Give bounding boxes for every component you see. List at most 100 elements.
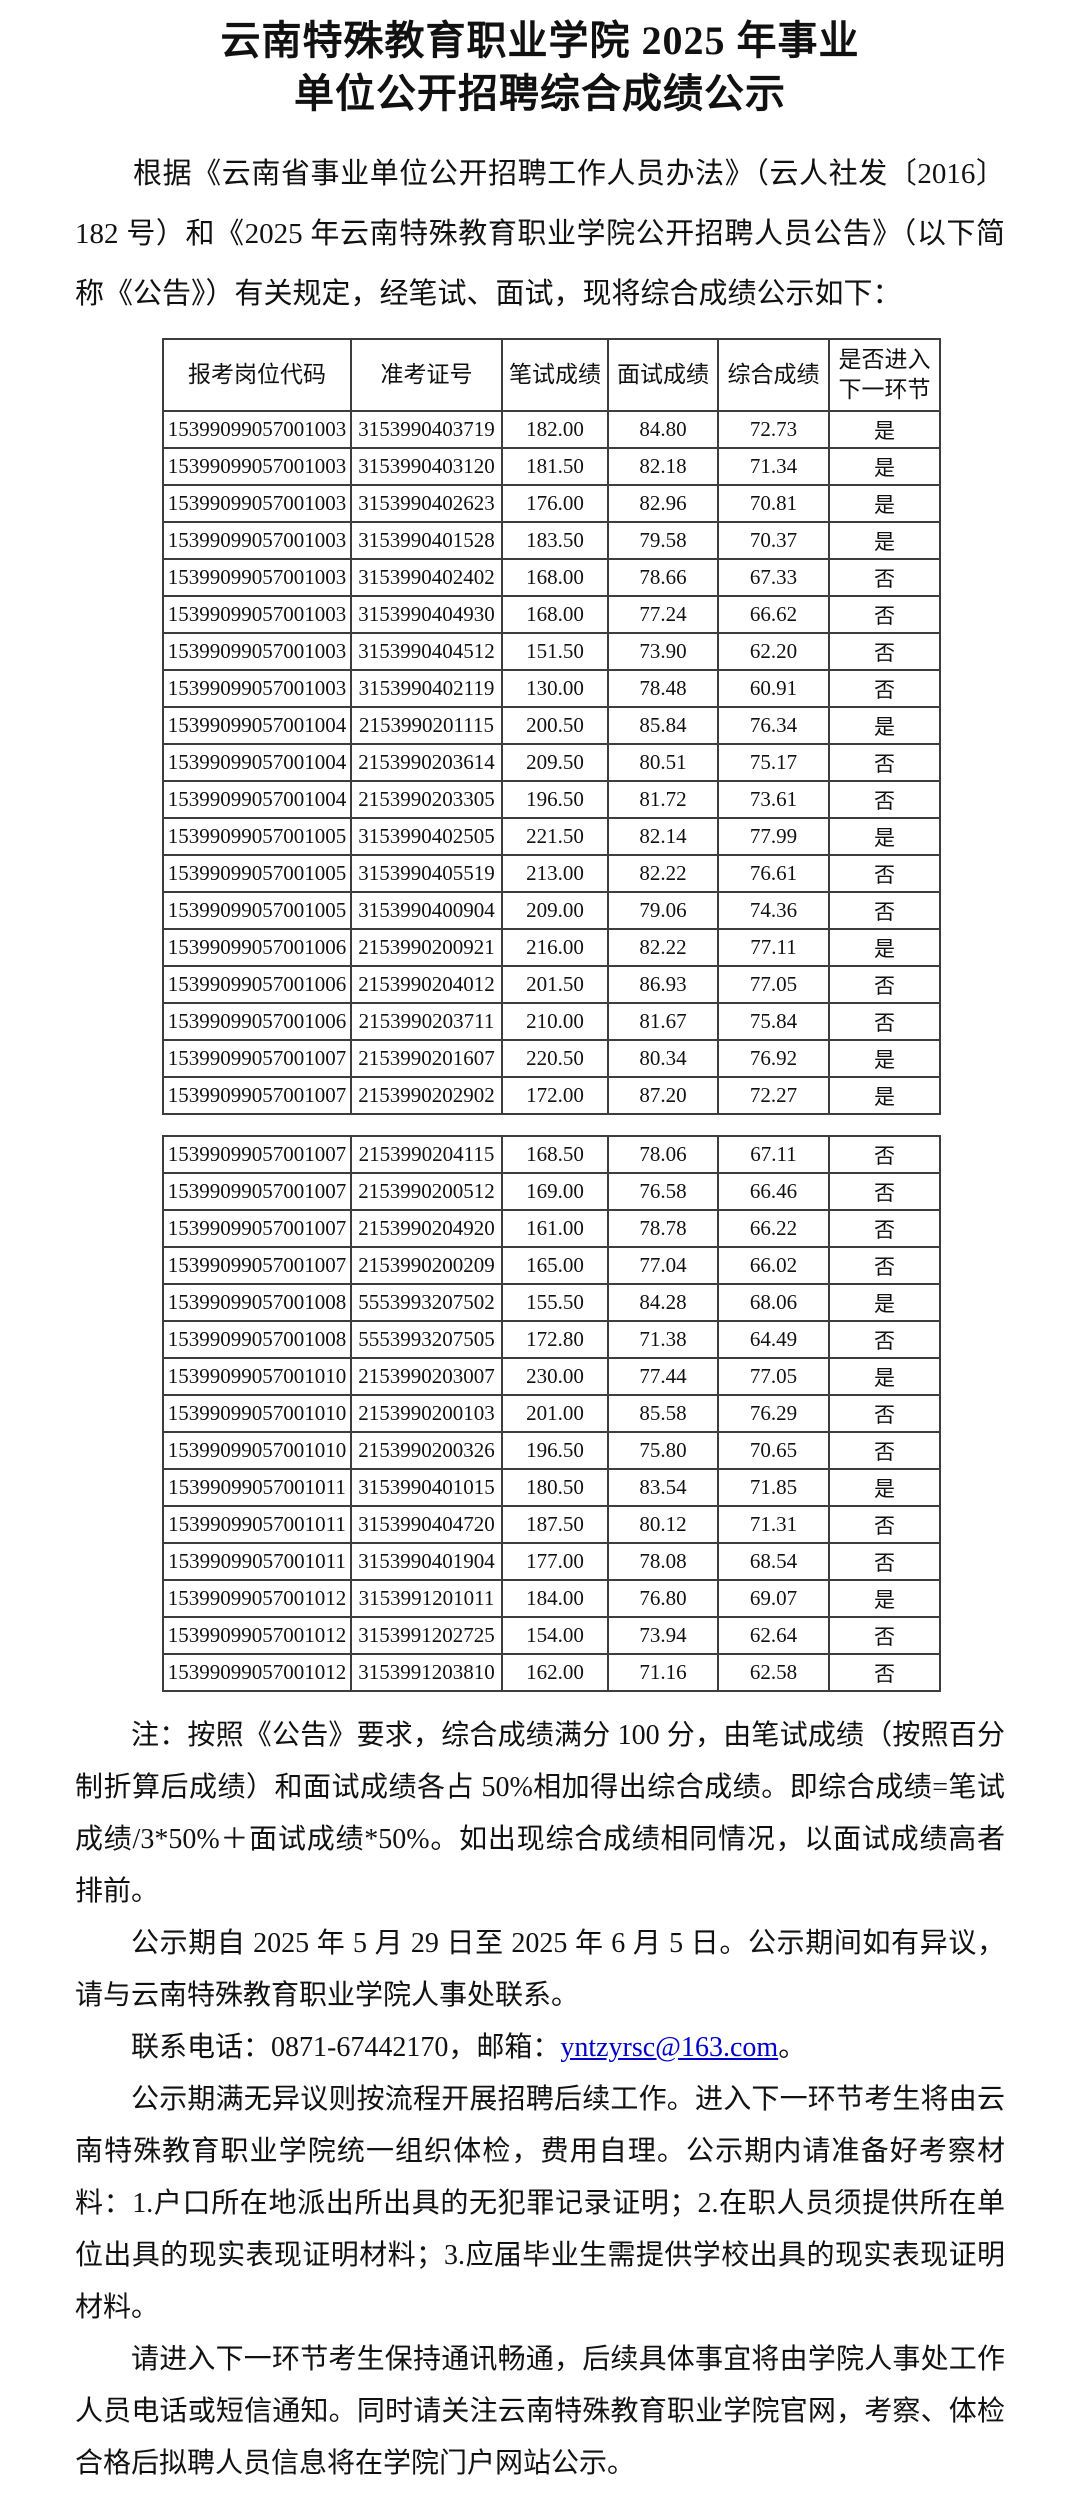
interview-score-cell: 82.22 [607, 928, 719, 967]
position-code-cell: 15399099057001007 [162, 1246, 352, 1285]
position-code-cell: 15399099057001003 [162, 447, 352, 486]
interview-score-cell: 82.18 [607, 447, 719, 486]
written-score-cell: 209.50 [501, 743, 609, 782]
written-score-cell: 230.00 [501, 1357, 609, 1396]
table-row: 15399099057001003 3153990404512 151.50 73.9… [162, 632, 941, 671]
written-score-cell: 180.50 [501, 1468, 609, 1507]
written-score-cell: 210.00 [501, 1002, 609, 1041]
comprehensive-score-cell: 76.61 [717, 854, 830, 893]
position-code-cell: 15399099057001003 [162, 669, 352, 708]
comprehensive-score-cell: 66.46 [717, 1172, 830, 1211]
table-row: 15399099057001005 3153990400904 209.00 79.0… [162, 891, 941, 930]
exam-number-cell: 2153990204012 [350, 965, 503, 1004]
written-score-cell: 172.00 [501, 1076, 609, 1115]
written-score-cell: 168.00 [501, 595, 609, 634]
comprehensive-score-cell: 72.73 [717, 410, 830, 449]
note-follow-up-procedure: 公示期满无异议则按流程开展招聘后续工作。进入下一环节考生将由云南特殊教育职业学院… [75, 2084, 1005, 2323]
exam-number-cell: 3153990401015 [350, 1468, 503, 1507]
exam-number-cell: 3153991202725 [350, 1616, 503, 1655]
next-round-cell: 否 [828, 1002, 941, 1041]
exam-number-cell: 2153990200326 [350, 1431, 503, 1470]
comprehensive-score-cell: 67.11 [717, 1135, 830, 1174]
table-row: 15399099057001011 3153990404720 187.50 80.1… [162, 1505, 941, 1544]
next-round-cell: 是 [828, 447, 941, 486]
next-round-cell: 是 [828, 928, 941, 967]
table-row: 15399099057001012 3153991203810 162.00 71.1… [162, 1653, 941, 1692]
exam-number-cell: 3153990401528 [350, 521, 503, 560]
position-code-cell: 15399099057001010 [162, 1357, 352, 1396]
interview-score-cell: 71.38 [607, 1320, 719, 1359]
next-round-cell: 否 [828, 595, 941, 634]
exam-number-cell: 2153990200209 [350, 1246, 503, 1285]
next-round-cell: 否 [828, 632, 941, 671]
exam-number-cell: 2153990203305 [350, 780, 503, 819]
written-score-cell: 165.00 [501, 1246, 609, 1285]
next-round-cell: 是 [828, 1579, 941, 1618]
exam-number-cell: 2153990201115 [350, 706, 503, 745]
exam-number-cell: 3153990403719 [350, 410, 503, 449]
header-comprehensive-score: 综合成绩 [717, 338, 830, 412]
comprehensive-score-cell: 68.54 [717, 1542, 830, 1581]
next-round-cell: 是 [828, 1357, 941, 1396]
header-next-round: 是否进入 下一环节 [828, 338, 941, 412]
position-code-cell: 15399099057001011 [162, 1468, 352, 1507]
written-score-cell: 168.00 [501, 558, 609, 597]
table-row: 15399099057001007 2153990200512 169.00 76.5… [162, 1172, 941, 1211]
position-code-cell: 15399099057001005 [162, 817, 352, 856]
position-code-cell: 15399099057001005 [162, 891, 352, 930]
next-round-cell: 是 [828, 817, 941, 856]
written-score-cell: 216.00 [501, 928, 609, 967]
comprehensive-score-cell: 77.11 [717, 928, 830, 967]
comprehensive-score-cell: 69.07 [717, 1579, 830, 1618]
table-row: 15399099057001007 2153990204920 161.00 78.7… [162, 1209, 941, 1248]
interview-score-cell: 73.94 [607, 1616, 719, 1655]
comprehensive-score-cell: 77.05 [717, 1357, 830, 1396]
table-row: 15399099057001005 3153990405519 213.00 82.2… [162, 854, 941, 893]
scores-table-part1: 报考岗位代码 准考证号 笔试成绩 面试成绩 综合成绩 是否进入 下一环节 153… [162, 338, 941, 1115]
written-score-cell: 196.50 [501, 1431, 609, 1470]
next-round-cell: 是 [828, 1468, 941, 1507]
interview-score-cell: 71.16 [607, 1653, 719, 1692]
table-row: 15399099057001011 3153990401015 180.50 83.5… [162, 1468, 941, 1507]
position-code-cell: 15399099057001007 [162, 1076, 352, 1115]
table-row: 15399099057001007 2153990204115 168.50 78.0… [162, 1135, 941, 1174]
position-code-cell: 15399099057001007 [162, 1209, 352, 1248]
next-round-cell: 是 [828, 521, 941, 560]
position-code-cell: 15399099057001004 [162, 743, 352, 782]
scores-table-part2: 15399099057001007 2153990204115 168.50 78.0… [162, 1135, 941, 1692]
comprehensive-score-cell: 62.58 [717, 1653, 830, 1692]
comprehensive-score-cell: 71.31 [717, 1505, 830, 1544]
header-next-round-line2: 下一环节 [838, 377, 931, 402]
exam-number-cell: 3153991201011 [350, 1579, 503, 1618]
next-round-cell: 否 [828, 965, 941, 1004]
exam-number-cell: 2153990200103 [350, 1394, 503, 1433]
page-title-line2: 单位公开招聘综合成绩公示 [294, 71, 786, 116]
interview-score-cell: 81.67 [607, 1002, 719, 1041]
email-link[interactable]: yntzyrsc@163.com [560, 2032, 779, 2063]
interview-score-cell: 82.22 [607, 854, 719, 893]
exam-number-cell: 2153990203614 [350, 743, 503, 782]
table-row: 15399099057001003 3153990403120 181.50 82.1… [162, 447, 941, 486]
comprehensive-score-cell: 76.29 [717, 1394, 830, 1433]
next-round-cell: 否 [828, 1394, 941, 1433]
table-row: 15399099057001003 3153990403719 182.00 84.8… [162, 410, 941, 449]
comprehensive-score-cell: 76.92 [717, 1039, 830, 1078]
comprehensive-score-cell: 66.22 [717, 1209, 830, 1248]
table-row: 15399099057001008 5553993207505 172.80 71.3… [162, 1320, 941, 1359]
position-code-cell: 15399099057001008 [162, 1283, 352, 1322]
table-row: 15399099057001012 3153991201011 184.00 76.8… [162, 1579, 941, 1618]
interview-score-cell: 79.58 [607, 521, 719, 560]
interview-score-cell: 78.66 [607, 558, 719, 597]
written-score-cell: 183.50 [501, 521, 609, 560]
comprehensive-score-cell: 62.64 [717, 1616, 830, 1655]
comprehensive-score-cell: 73.61 [717, 780, 830, 819]
next-round-cell: 否 [828, 780, 941, 819]
scores-table-body-part1: 15399099057001003 3153990403719 182.00 84.8… [162, 410, 941, 1115]
interview-score-cell: 83.54 [607, 1468, 719, 1507]
written-score-cell: 169.00 [501, 1172, 609, 1211]
comprehensive-score-cell: 72.27 [717, 1076, 830, 1115]
exam-number-cell: 2153990200512 [350, 1172, 503, 1211]
position-code-cell: 15399099057001006 [162, 965, 352, 1004]
exam-number-cell: 2153990200921 [350, 928, 503, 967]
header-row: 报考岗位代码 准考证号 笔试成绩 面试成绩 综合成绩 是否进入 下一环节 [162, 338, 941, 412]
